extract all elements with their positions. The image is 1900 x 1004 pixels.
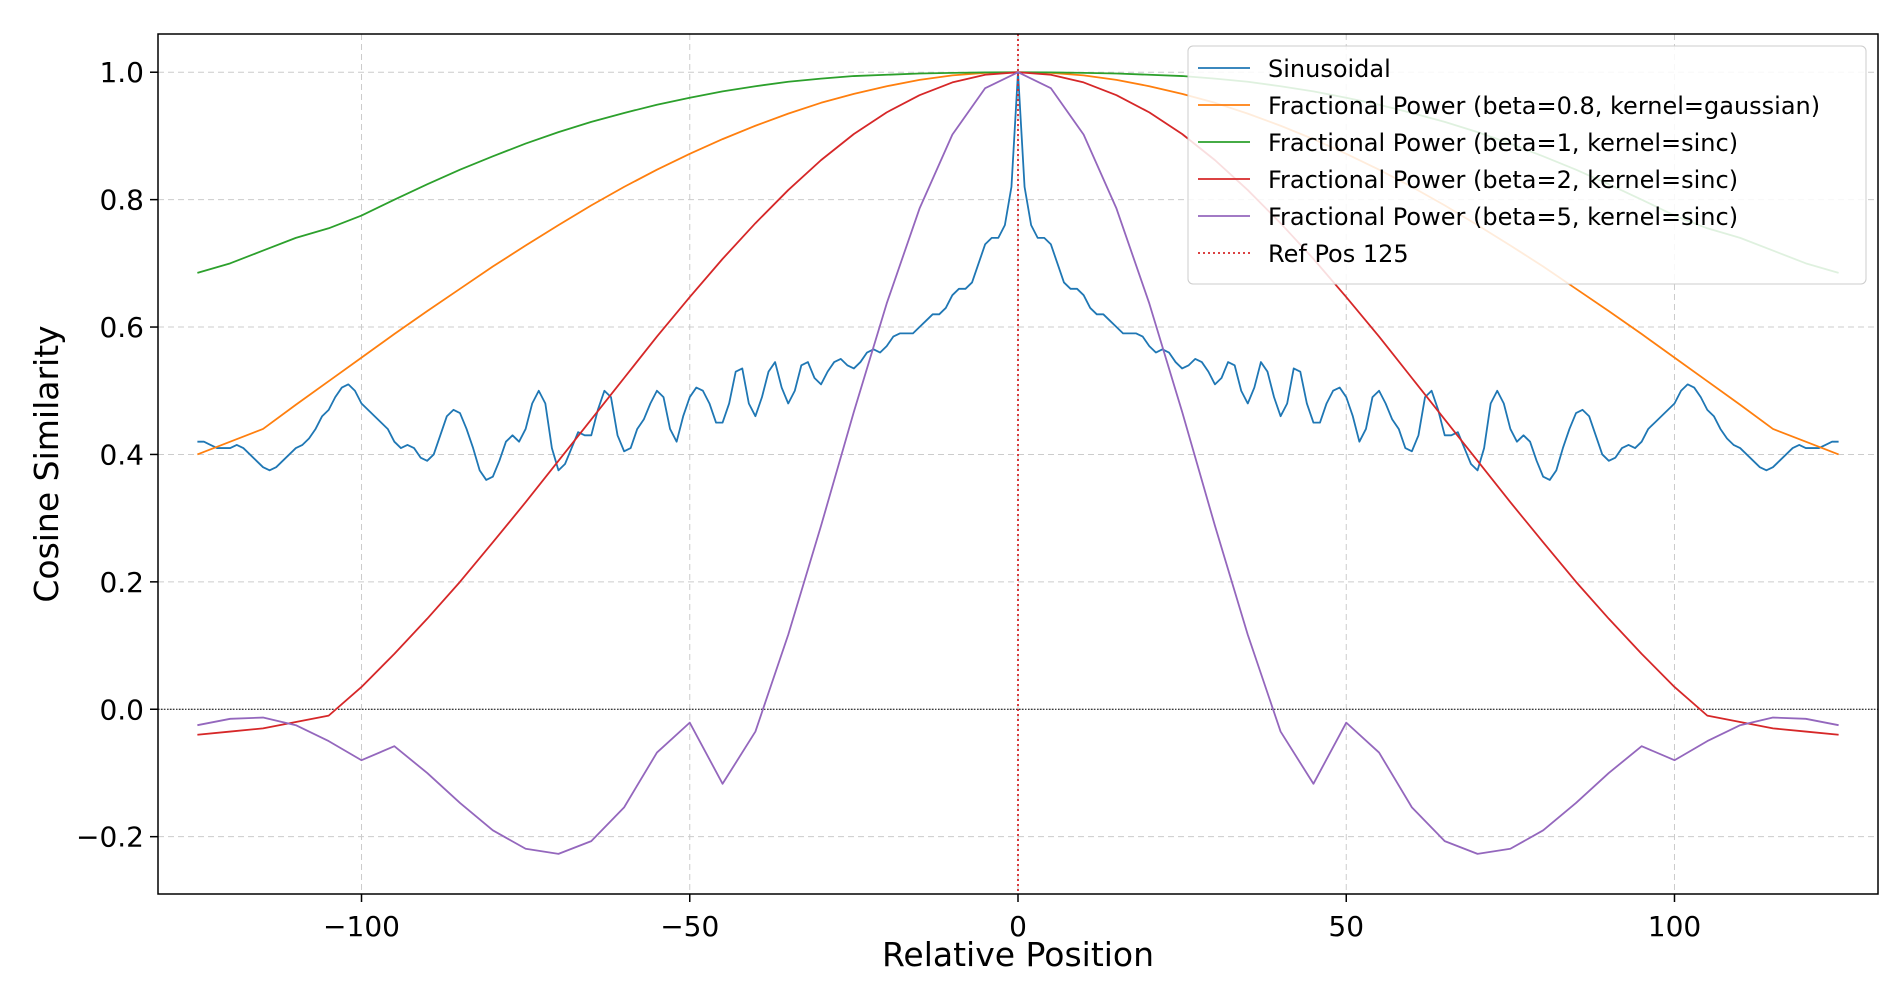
legend-label: Fractional Power (beta=1, kernel=sinc) bbox=[1268, 129, 1738, 157]
legend-label: Fractional Power (beta=2, kernel=sinc) bbox=[1268, 166, 1738, 194]
legend-label: Sinusoidal bbox=[1268, 55, 1391, 83]
axis-ticks: −100 −50 0 50 100 −0.2 0.0 0.2 0.4 0.6 0.8 1.0 bbox=[76, 56, 1701, 943]
x-tick-label: −50 bbox=[660, 910, 719, 943]
y-axis-label: Cosine Similarity bbox=[27, 325, 66, 602]
y-tick-label: 0.4 bbox=[99, 438, 144, 471]
x-tick-label: 100 bbox=[1648, 910, 1701, 943]
legend-box bbox=[1187, 45, 1867, 285]
legend: Sinusoidal Fractional Power (beta=0.8, ke… bbox=[1187, 45, 1867, 285]
y-tick-label: 0.0 bbox=[99, 693, 144, 726]
y-tick-label: 0.6 bbox=[99, 311, 144, 344]
legend-label: Ref Pos 125 bbox=[1268, 240, 1409, 268]
y-tick-label: 1.0 bbox=[99, 56, 144, 89]
x-tick-label: −100 bbox=[323, 910, 400, 943]
x-axis-label: Relative Position bbox=[882, 935, 1154, 974]
x-tick-label: 0 bbox=[1009, 910, 1027, 943]
x-tick-label: 50 bbox=[1328, 910, 1364, 943]
y-tick-label: 0.8 bbox=[99, 184, 144, 217]
legend-label: Fractional Power (beta=5, kernel=sinc) bbox=[1268, 203, 1738, 231]
y-tick-label: −0.2 bbox=[76, 821, 144, 854]
y-tick-label: 0.2 bbox=[99, 566, 144, 599]
legend-label: Fractional Power (beta=0.8, kernel=gauss… bbox=[1268, 92, 1820, 120]
series-line-fractional-power-beta-5-kernel-sinc bbox=[197, 71, 1839, 855]
